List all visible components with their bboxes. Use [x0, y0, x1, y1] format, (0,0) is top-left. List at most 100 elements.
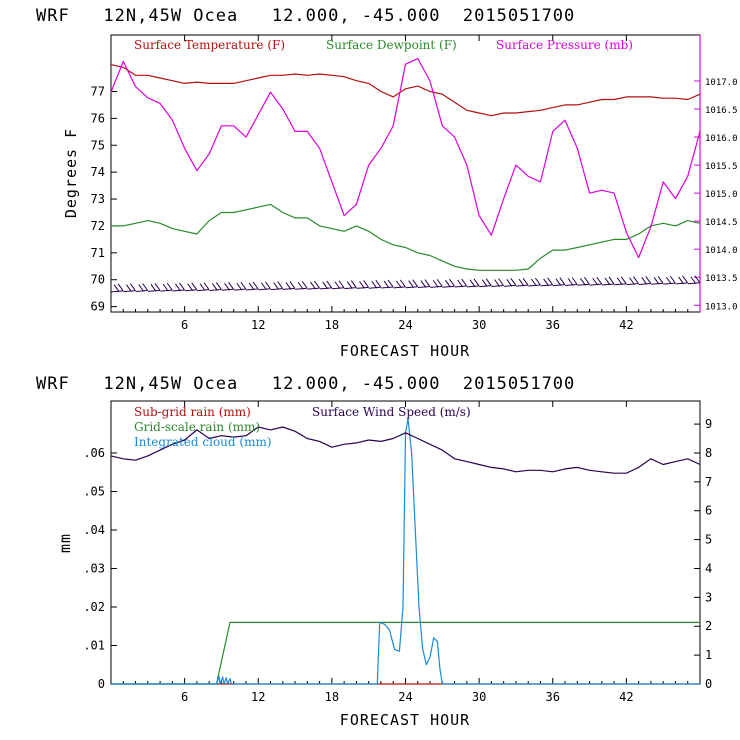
wind-barb-shaft — [454, 285, 467, 288]
x-tick-label: 6 — [181, 690, 188, 704]
top-axis-ticks: 6 12 18 24 30 36 42 69 70 71 72 73 74 75 76 77 1013.0 101… — [91, 35, 738, 332]
wind-barb-flag — [314, 280, 320, 289]
y2-tick-label: 1015.0 — [705, 190, 738, 200]
top-series-layer — [110, 58, 701, 271]
wind-barb-shaft — [135, 289, 148, 292]
x-tick-label: 18 — [325, 690, 339, 704]
wind-barb-flag — [543, 278, 550, 287]
wind-barb-flag — [682, 275, 689, 284]
wind-barb-flag — [113, 284, 120, 293]
legend-grid-scale-rain: Grid-scale rain (mm) — [134, 420, 260, 434]
legend-integrated-cloud: Integrated cloud (mm) — [134, 435, 272, 449]
wind-barb-flag — [375, 279, 382, 288]
y-tick-label: 74 — [91, 165, 105, 179]
wind-barb-flag — [224, 282, 230, 291]
wind-barb-flag — [567, 278, 574, 286]
wind-barb-flag — [199, 283, 206, 291]
wind-barb-flag — [260, 282, 267, 291]
wind-barb-flag — [395, 280, 402, 289]
wind-barb-shaft — [381, 286, 394, 289]
wind-barb-flag — [334, 281, 341, 290]
bottom-y-axis-label: mm — [56, 533, 74, 553]
wind-barb-flag — [363, 280, 369, 288]
wind-barb-flag — [264, 281, 271, 290]
wind-barb-shaft — [233, 288, 246, 291]
y2-tick-label: 1016.0 — [705, 134, 738, 144]
y2-tick-label: 0 — [705, 677, 712, 691]
y-tick-label: .06 — [83, 446, 105, 460]
wind-barb-flag — [129, 283, 136, 291]
wind-barb-flag — [485, 278, 492, 286]
wind-barb-flag — [559, 277, 566, 285]
wind-barb-flag — [494, 279, 500, 287]
wind-barb-shaft — [307, 287, 320, 290]
wind-barb-shaft — [466, 285, 480, 288]
y-tick-label: .01 — [83, 638, 105, 652]
wind-barb-flag — [580, 278, 586, 286]
wind-barb-flag — [289, 281, 296, 289]
wind-barb-flag — [179, 282, 185, 291]
wind-barb-flag — [678, 276, 685, 285]
wind-barb-flag — [449, 278, 455, 287]
y2-tick-label: 1 — [705, 648, 712, 662]
wind-barb-shaft — [196, 289, 210, 292]
wind-barb-shaft — [663, 282, 676, 285]
wind-barb-flag — [481, 279, 488, 287]
series-line-surface-temperature-f — [110, 64, 701, 117]
y2-tick-label: 1015.5 — [705, 162, 738, 172]
wind-barb-flag — [608, 276, 615, 285]
wind-barb-flag — [604, 277, 611, 286]
rain-cloud-wind-chart: WRF 12N,45W Ocea 12.000, -45.000 2015051… — [36, 374, 712, 729]
wind-barb-shaft — [405, 286, 418, 289]
wind-barb-flag — [641, 277, 648, 285]
top-wind-barbs — [111, 275, 701, 293]
wind-barb-flag — [510, 278, 517, 286]
y2-tick-label: 8 — [705, 446, 712, 460]
wind-barb-shaft — [111, 290, 124, 293]
wind-barb-shaft — [589, 283, 602, 286]
y-tick-label: .04 — [83, 523, 105, 537]
wind-barb-shaft — [368, 286, 381, 289]
wind-barb-shaft — [221, 288, 234, 291]
wind-barb-flag — [322, 281, 329, 290]
wind-barb-shaft — [516, 284, 529, 287]
wind-barb-flag — [387, 279, 394, 288]
x-tick-label: 12 — [251, 690, 265, 704]
wind-barb-shaft — [528, 284, 541, 287]
x-tick-label: 42 — [619, 318, 633, 332]
x-tick-label: 24 — [398, 318, 412, 332]
x-tick-label: 30 — [472, 690, 486, 704]
x-tick-label: 36 — [546, 318, 560, 332]
wind-barb-flag — [211, 283, 218, 291]
wind-barb-flag — [506, 279, 513, 287]
wind-barb-flag — [469, 279, 476, 288]
wind-barb-flag — [432, 280, 439, 288]
wind-barb-flag — [555, 278, 562, 286]
wind-barb-shaft — [503, 284, 516, 287]
wind-barb-shaft — [687, 282, 700, 285]
wind-barb-shaft — [172, 289, 185, 292]
wind-barb-shaft — [393, 286, 406, 289]
wind-barb-shaft — [209, 288, 222, 291]
wind-barb-shaft — [479, 285, 492, 288]
wind-barb-flag — [383, 280, 390, 289]
wind-barb-shaft — [184, 289, 197, 292]
wind-barb-flag — [162, 283, 169, 292]
wind-barb-flag — [694, 275, 701, 284]
wind-barb-shaft — [160, 289, 173, 292]
wind-barb-flag — [117, 283, 124, 292]
wind-barb-shaft — [270, 288, 283, 291]
wind-barb-flag — [657, 275, 664, 284]
wind-barb-shaft — [331, 287, 345, 290]
y2-tick-label: 1013.0 — [705, 302, 738, 312]
wind-barb-shaft — [295, 287, 308, 290]
x-tick-label: 6 — [181, 318, 188, 332]
temperature-pressure-chart: WRF 12N,45W Ocea 12.000, -45.000 2015051… — [36, 6, 738, 360]
legend-surface-wind-speed: Surface Wind Speed (m/s) — [312, 405, 471, 419]
wind-barb-shaft — [651, 282, 664, 285]
wind-barb-shaft — [417, 286, 430, 289]
wind-barb-shaft — [442, 285, 455, 288]
wind-barb-flag — [285, 282, 292, 290]
wind-barb-shaft — [552, 284, 565, 287]
